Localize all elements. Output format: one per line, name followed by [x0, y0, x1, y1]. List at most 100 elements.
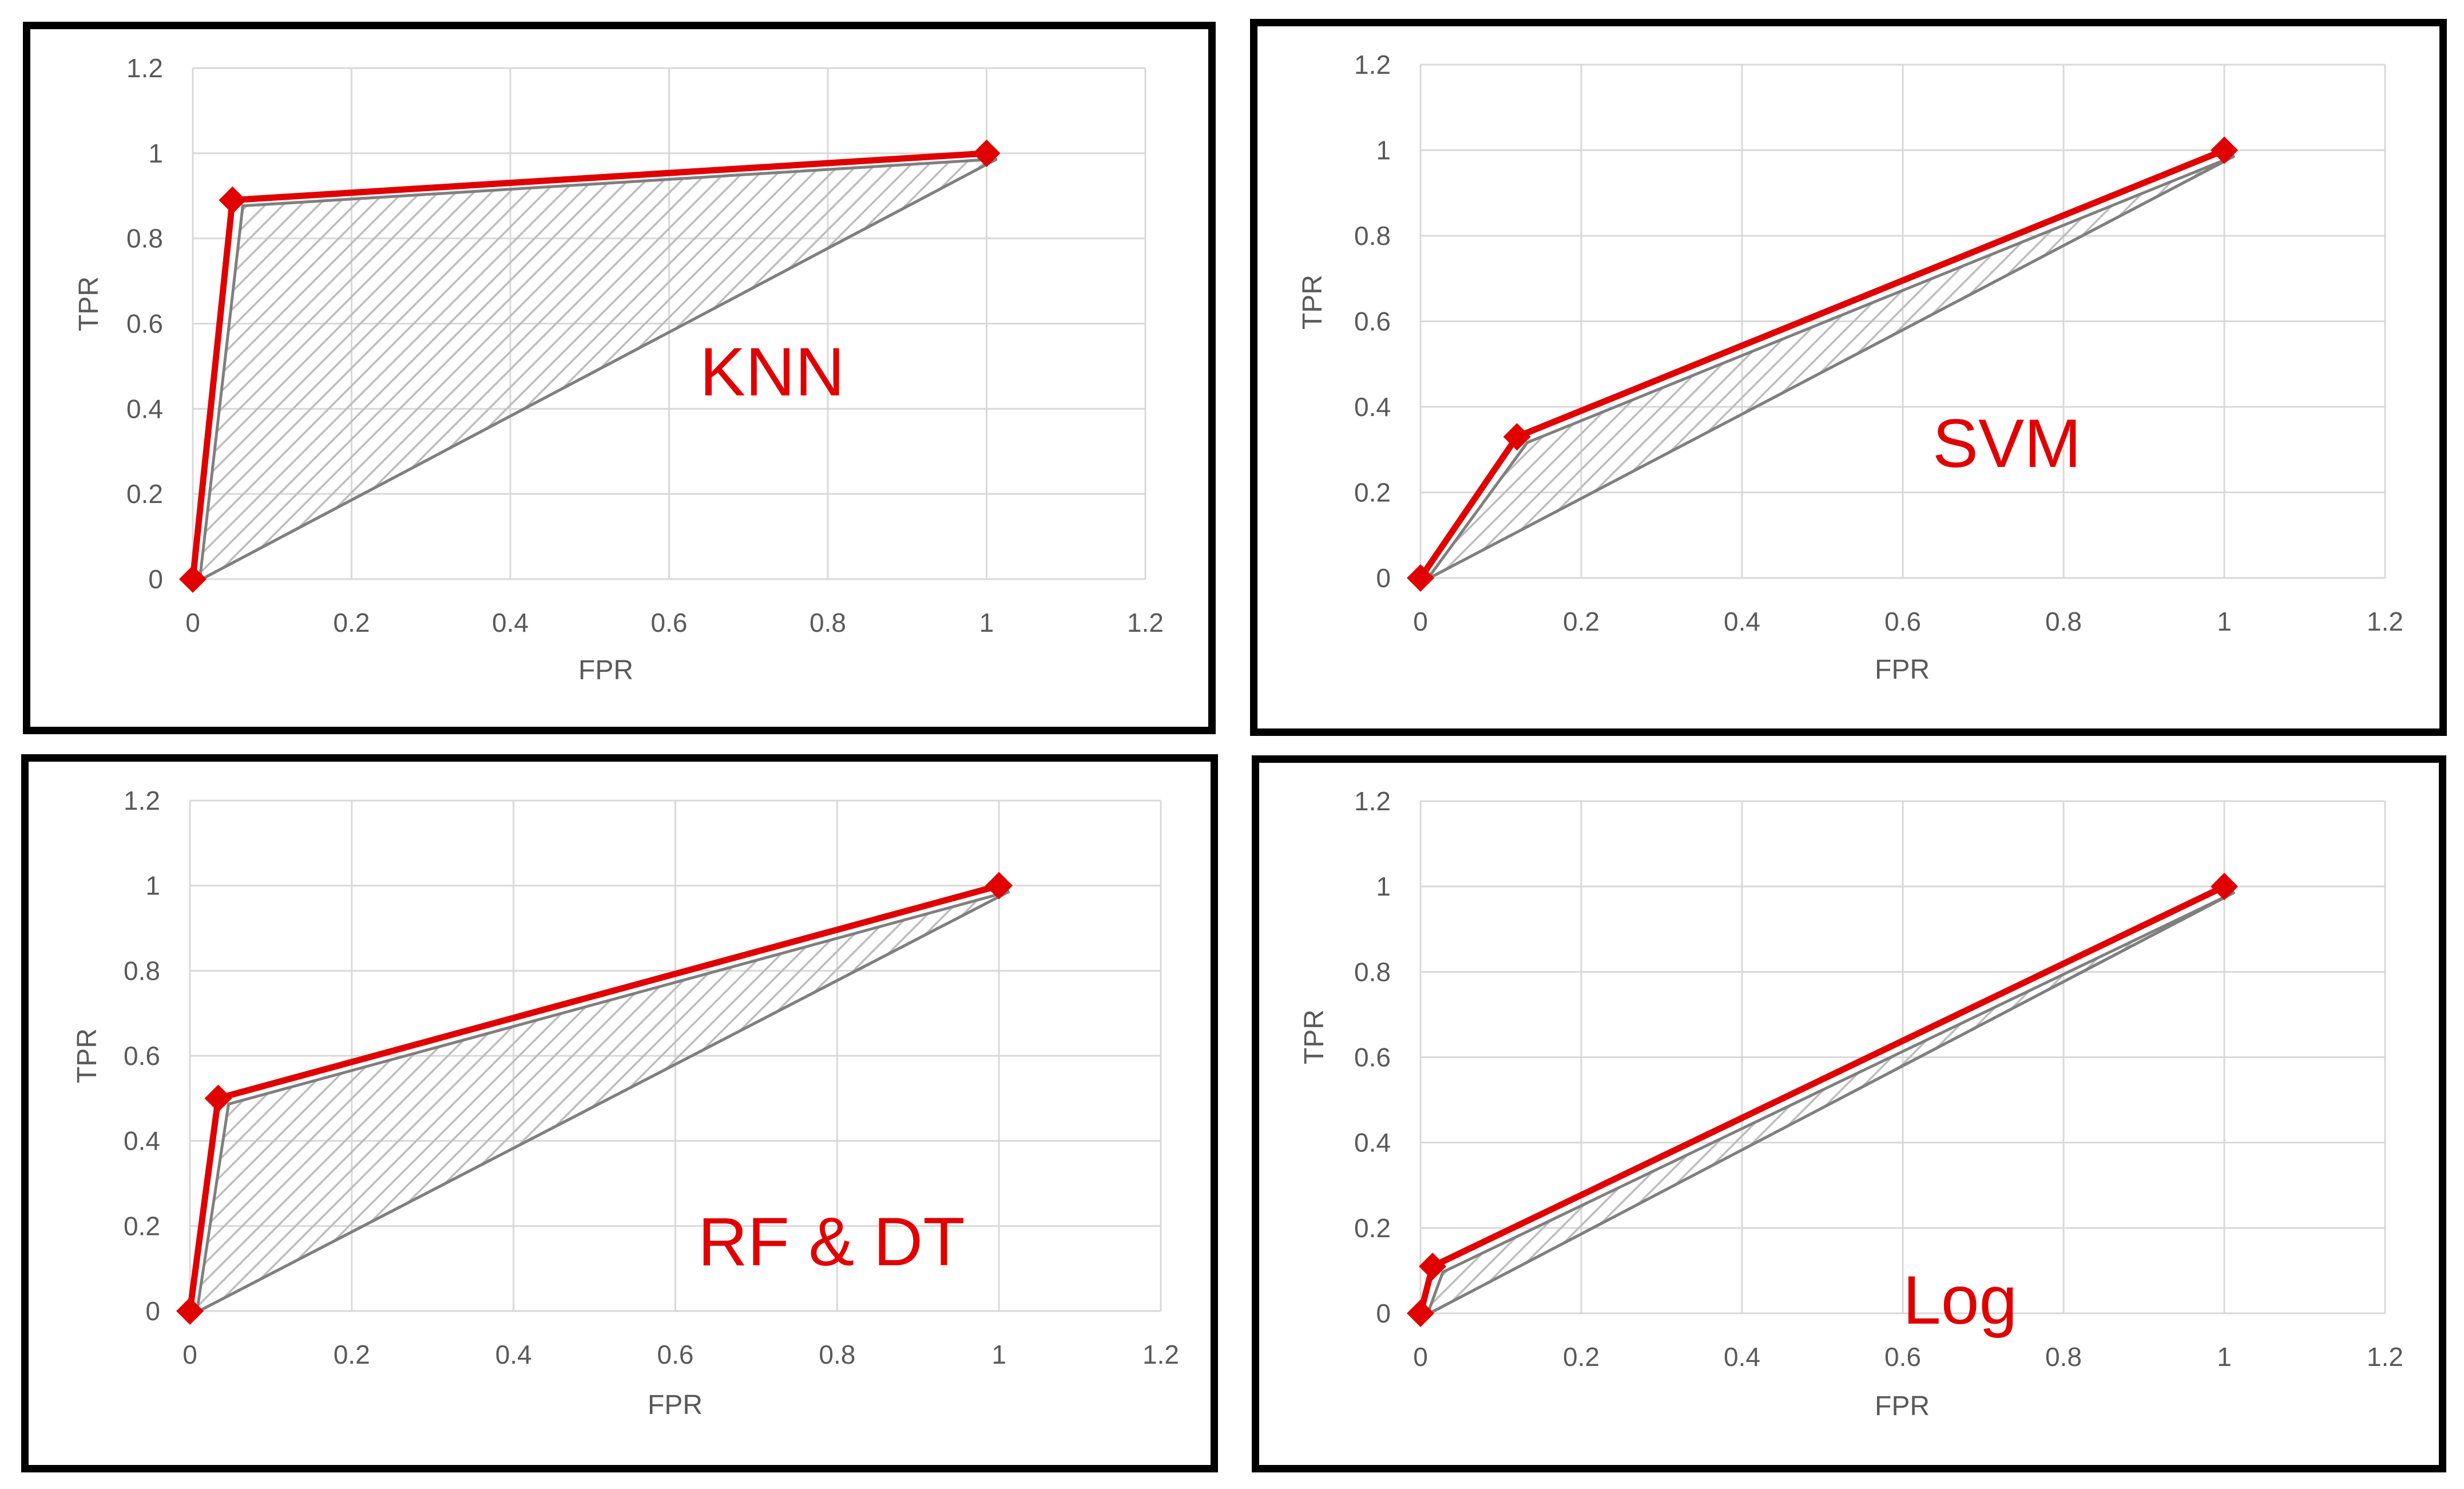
y-tick-label: 0.4 [126, 394, 163, 423]
y-tick-label: 0 [148, 564, 163, 594]
x-axis-title: FPR [1875, 1391, 1930, 1421]
log-roc-panel: 0 0.2 0.4 0.6 0.8 1 1.2 0 0.2 0.4 0.6 0.8 1 1.2 FPR TPR… [1252, 755, 2446, 1472]
x-tick-label: 0.8 [2045, 607, 2082, 636]
y-tick-label: 1.2 [126, 53, 163, 83]
y-tick-label: 0 [1376, 563, 1391, 593]
y-axis-title: TPR [1299, 1009, 1330, 1064]
model-label: RF & DT [698, 1203, 965, 1280]
y-tick-label: 0.6 [1354, 1043, 1391, 1072]
chance-line [199, 157, 998, 582]
svm-roc-panel: 0 0.2 0.4 0.6 0.8 1 1.2 0 0.2 0.4 0.6 0.8 1 1.2 FPR TPR… [1250, 19, 2447, 736]
x-tick-label: 0.4 [1724, 607, 1760, 636]
x-tick-label: 0.2 [334, 1340, 370, 1369]
tick-labels: 0 0.2 0.4 0.6 0.8 1 1.2 0 0.2 0.4 0.6 0.8 1 1.2 [126, 53, 1164, 637]
chance-line [1426, 155, 2236, 581]
y-tick-label: 0.6 [126, 309, 163, 339]
x-tick-label: 1.2 [2367, 1342, 2403, 1372]
x-tick-label: 0.2 [1563, 1342, 1600, 1372]
x-tick-label: 0.6 [1884, 1342, 1921, 1372]
x-tick-label: 0 [1413, 607, 1428, 636]
x-axis-title: FPR [648, 1390, 703, 1420]
x-tick-label: 0.6 [1884, 607, 1921, 636]
y-axis-title: TPR [72, 1028, 102, 1083]
y-tick-label: 0.8 [1354, 221, 1391, 251]
log-roc-chart: 0 0.2 0.4 0.6 0.8 1 1.2 0 0.2 0.4 0.6 0.8 1 1.2 FPR TPR… [1299, 786, 2403, 1421]
y-tick-label: 0.4 [1354, 1128, 1391, 1158]
x-tick-label: 0.6 [657, 1340, 694, 1369]
y-tick-label: 0.2 [1354, 1213, 1391, 1243]
y-tick-label: 0.6 [1354, 307, 1391, 336]
tick-labels: 0 0.2 0.4 0.6 0.8 1 1.2 0 0.2 0.4 0.6 0.8 1 1.2 [1354, 50, 2403, 636]
y-tick-label: 0 [1376, 1298, 1391, 1328]
model-label: Log [1903, 1262, 2017, 1338]
y-axis-title: TPR [1298, 275, 1328, 330]
roc-markers [1407, 136, 2238, 592]
y-tick-label: 1.2 [1354, 50, 1391, 80]
model-label: KNN [700, 334, 844, 410]
x-axis-title: FPR [1875, 655, 1930, 685]
roc-markers [1407, 873, 2238, 1327]
x-tick-label: 0.8 [819, 1340, 855, 1369]
x-tick-label: 1.2 [1127, 608, 1164, 637]
roc-point-marker [973, 139, 1001, 167]
y-tick-label: 0.8 [126, 224, 163, 254]
model-label: SVM [1933, 405, 2081, 482]
rf-dt-roc-chart: 0 0.2 0.4 0.6 0.8 1 1.2 0 0.2 0.4 0.6 0.8 1 1.2 FPR TPR… [72, 786, 1179, 1420]
roc-point-marker [1407, 1300, 1434, 1327]
y-axis-title: TPR [74, 276, 104, 331]
y-tick-label: 1 [1376, 872, 1391, 901]
x-tick-label: 1.2 [1142, 1340, 1179, 1369]
y-tick-label: 1 [148, 138, 163, 168]
gridlines [189, 799, 1162, 1312]
y-tick-label: 0.4 [1354, 392, 1391, 422]
roc-point-marker [1419, 1252, 1447, 1280]
x-tick-label: 0.2 [1563, 607, 1600, 636]
x-tick-label: 1 [2217, 607, 2232, 636]
x-tick-label: 0.6 [651, 608, 688, 637]
roc-point-marker [2211, 873, 2238, 901]
y-tick-label: 1 [145, 871, 160, 901]
roc-point-marker [179, 565, 207, 593]
chance-line [1426, 890, 2236, 1316]
x-tick-label: 0 [1413, 1342, 1428, 1372]
x-tick-label: 0.4 [495, 1340, 532, 1369]
y-tick-label: 1.2 [1354, 786, 1391, 816]
roc-point-marker [204, 1084, 232, 1112]
y-tick-label: 0 [145, 1296, 160, 1326]
y-tick-label: 0.2 [126, 479, 163, 509]
rf-dt-roc-panel: 0 0.2 0.4 0.6 0.8 1 1.2 0 0.2 0.4 0.6 0.8 1 1.2 FPR TPR… [21, 754, 1218, 1472]
y-tick-label: 1.2 [124, 786, 160, 815]
x-tick-label: 0.4 [1724, 1342, 1760, 1372]
y-tick-label: 0.4 [124, 1126, 160, 1156]
x-tick-label: 1 [979, 608, 994, 637]
y-tick-label: 0.8 [124, 956, 160, 985]
x-tick-label: 0.8 [2045, 1342, 2082, 1372]
y-tick-label: 1 [1376, 136, 1391, 165]
y-tick-label: 0.8 [1354, 957, 1391, 987]
roc-markers [179, 139, 1001, 593]
x-tick-label: 0 [182, 1340, 197, 1369]
roc-point-marker [219, 186, 247, 214]
y-tick-label: 0.6 [124, 1041, 160, 1071]
y-tick-label: 0.2 [124, 1211, 160, 1241]
tick-labels: 0 0.2 0.4 0.6 0.8 1 1.2 0 0.2 0.4 0.6 0.8 1 1.2 [124, 786, 1179, 1369]
x-tick-label: 1 [2217, 1342, 2232, 1372]
x-tick-label: 0 [185, 608, 200, 637]
tick-labels: 0 0.2 0.4 0.6 0.8 1 1.2 0 0.2 0.4 0.6 0.8 1 1.2 [1354, 786, 2403, 1372]
x-tick-label: 0.4 [492, 608, 529, 637]
roc-point-marker [985, 872, 1013, 900]
chance-line [196, 890, 1010, 1314]
roc-point-marker [1407, 564, 1434, 592]
roc-markers [176, 872, 1013, 1325]
knn-roc-chart: 0 0.2 0.4 0.6 0.8 1 1.2 0 0.2 0.4 0.6 0.8 1 1.2 FPR TPR… [74, 53, 1164, 686]
knn-roc-panel: 0 0.2 0.4 0.6 0.8 1 1.2 0 0.2 0.4 0.6 0.8 1 1.2 FPR TPR… [23, 22, 1216, 734]
roc-point-marker [1503, 423, 1531, 451]
x-tick-label: 1 [991, 1340, 1006, 1369]
roc-point-marker [176, 1297, 204, 1325]
x-tick-label: 1.2 [2367, 607, 2403, 636]
x-tick-label: 0.2 [334, 608, 370, 637]
x-tick-label: 0.8 [810, 608, 846, 637]
roc-point-marker [2211, 136, 2238, 164]
x-axis-title: FPR [578, 655, 633, 686]
svm-roc-chart: 0 0.2 0.4 0.6 0.8 1 1.2 0 0.2 0.4 0.6 0.8 1 1.2 FPR TPR… [1298, 50, 2403, 685]
